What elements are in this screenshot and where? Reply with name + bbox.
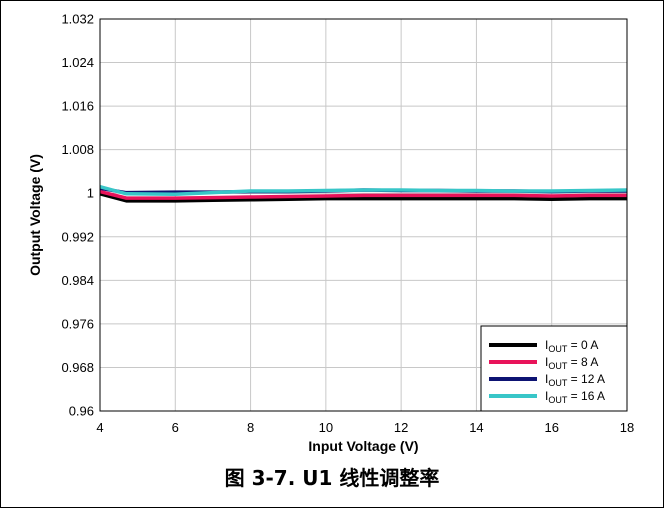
line-chart: 4 6 8 10 12 14 16 18 0.96 0.968 0.976 0.984 0.992 1 1… xyxy=(27,12,634,455)
series-line-0 xyxy=(99,192,627,203)
series-lines xyxy=(99,184,628,203)
series-line-3 xyxy=(99,184,628,197)
x-tick-label: 8 xyxy=(247,420,254,435)
y-tick-label: 0.992 xyxy=(61,229,94,244)
legend-label-2: IOUT = 12 A xyxy=(545,372,605,388)
x-axis-ticks: 4 6 8 10 12 14 16 18 xyxy=(96,420,634,435)
x-tick-label: 18 xyxy=(620,420,634,435)
x-axis-title: Input Voltage (V) xyxy=(308,438,418,454)
y-axis-title: Output Voltage (V) xyxy=(27,154,43,276)
y-tick-label: 1.032 xyxy=(61,12,94,27)
series-line-1 xyxy=(99,189,627,200)
y-tick-label: 0.976 xyxy=(61,316,94,331)
x-tick-label: 16 xyxy=(544,420,558,435)
x-tick-label: 12 xyxy=(394,420,408,435)
legend-label-0: IOUT = 0 A xyxy=(545,338,598,354)
y-axis-ticks: 0.96 0.968 0.976 0.984 0.992 1 1.008 1.016 1.024… xyxy=(61,12,94,419)
figure-caption: 图 3-7. U1 线性调整率 xyxy=(224,466,440,490)
x-tick-label: 10 xyxy=(319,420,333,435)
y-tick-label: 1 xyxy=(87,186,94,201)
y-tick-label: 0.968 xyxy=(61,360,94,375)
y-tick-label: 0.984 xyxy=(61,273,94,288)
x-tick-label: 4 xyxy=(96,420,103,435)
y-tick-label: 0.96 xyxy=(69,404,94,419)
x-tick-label: 14 xyxy=(469,420,483,435)
legend-label-1: IOUT = 8 A xyxy=(545,355,598,371)
y-tick-label: 1.024 xyxy=(61,55,94,70)
legend-label-3: IOUT = 16 A xyxy=(545,389,605,405)
y-tick-label: 1.008 xyxy=(61,142,94,157)
y-tick-label: 1.016 xyxy=(61,99,94,114)
x-tick-label: 6 xyxy=(172,420,179,435)
plot-area-border xyxy=(99,18,628,412)
